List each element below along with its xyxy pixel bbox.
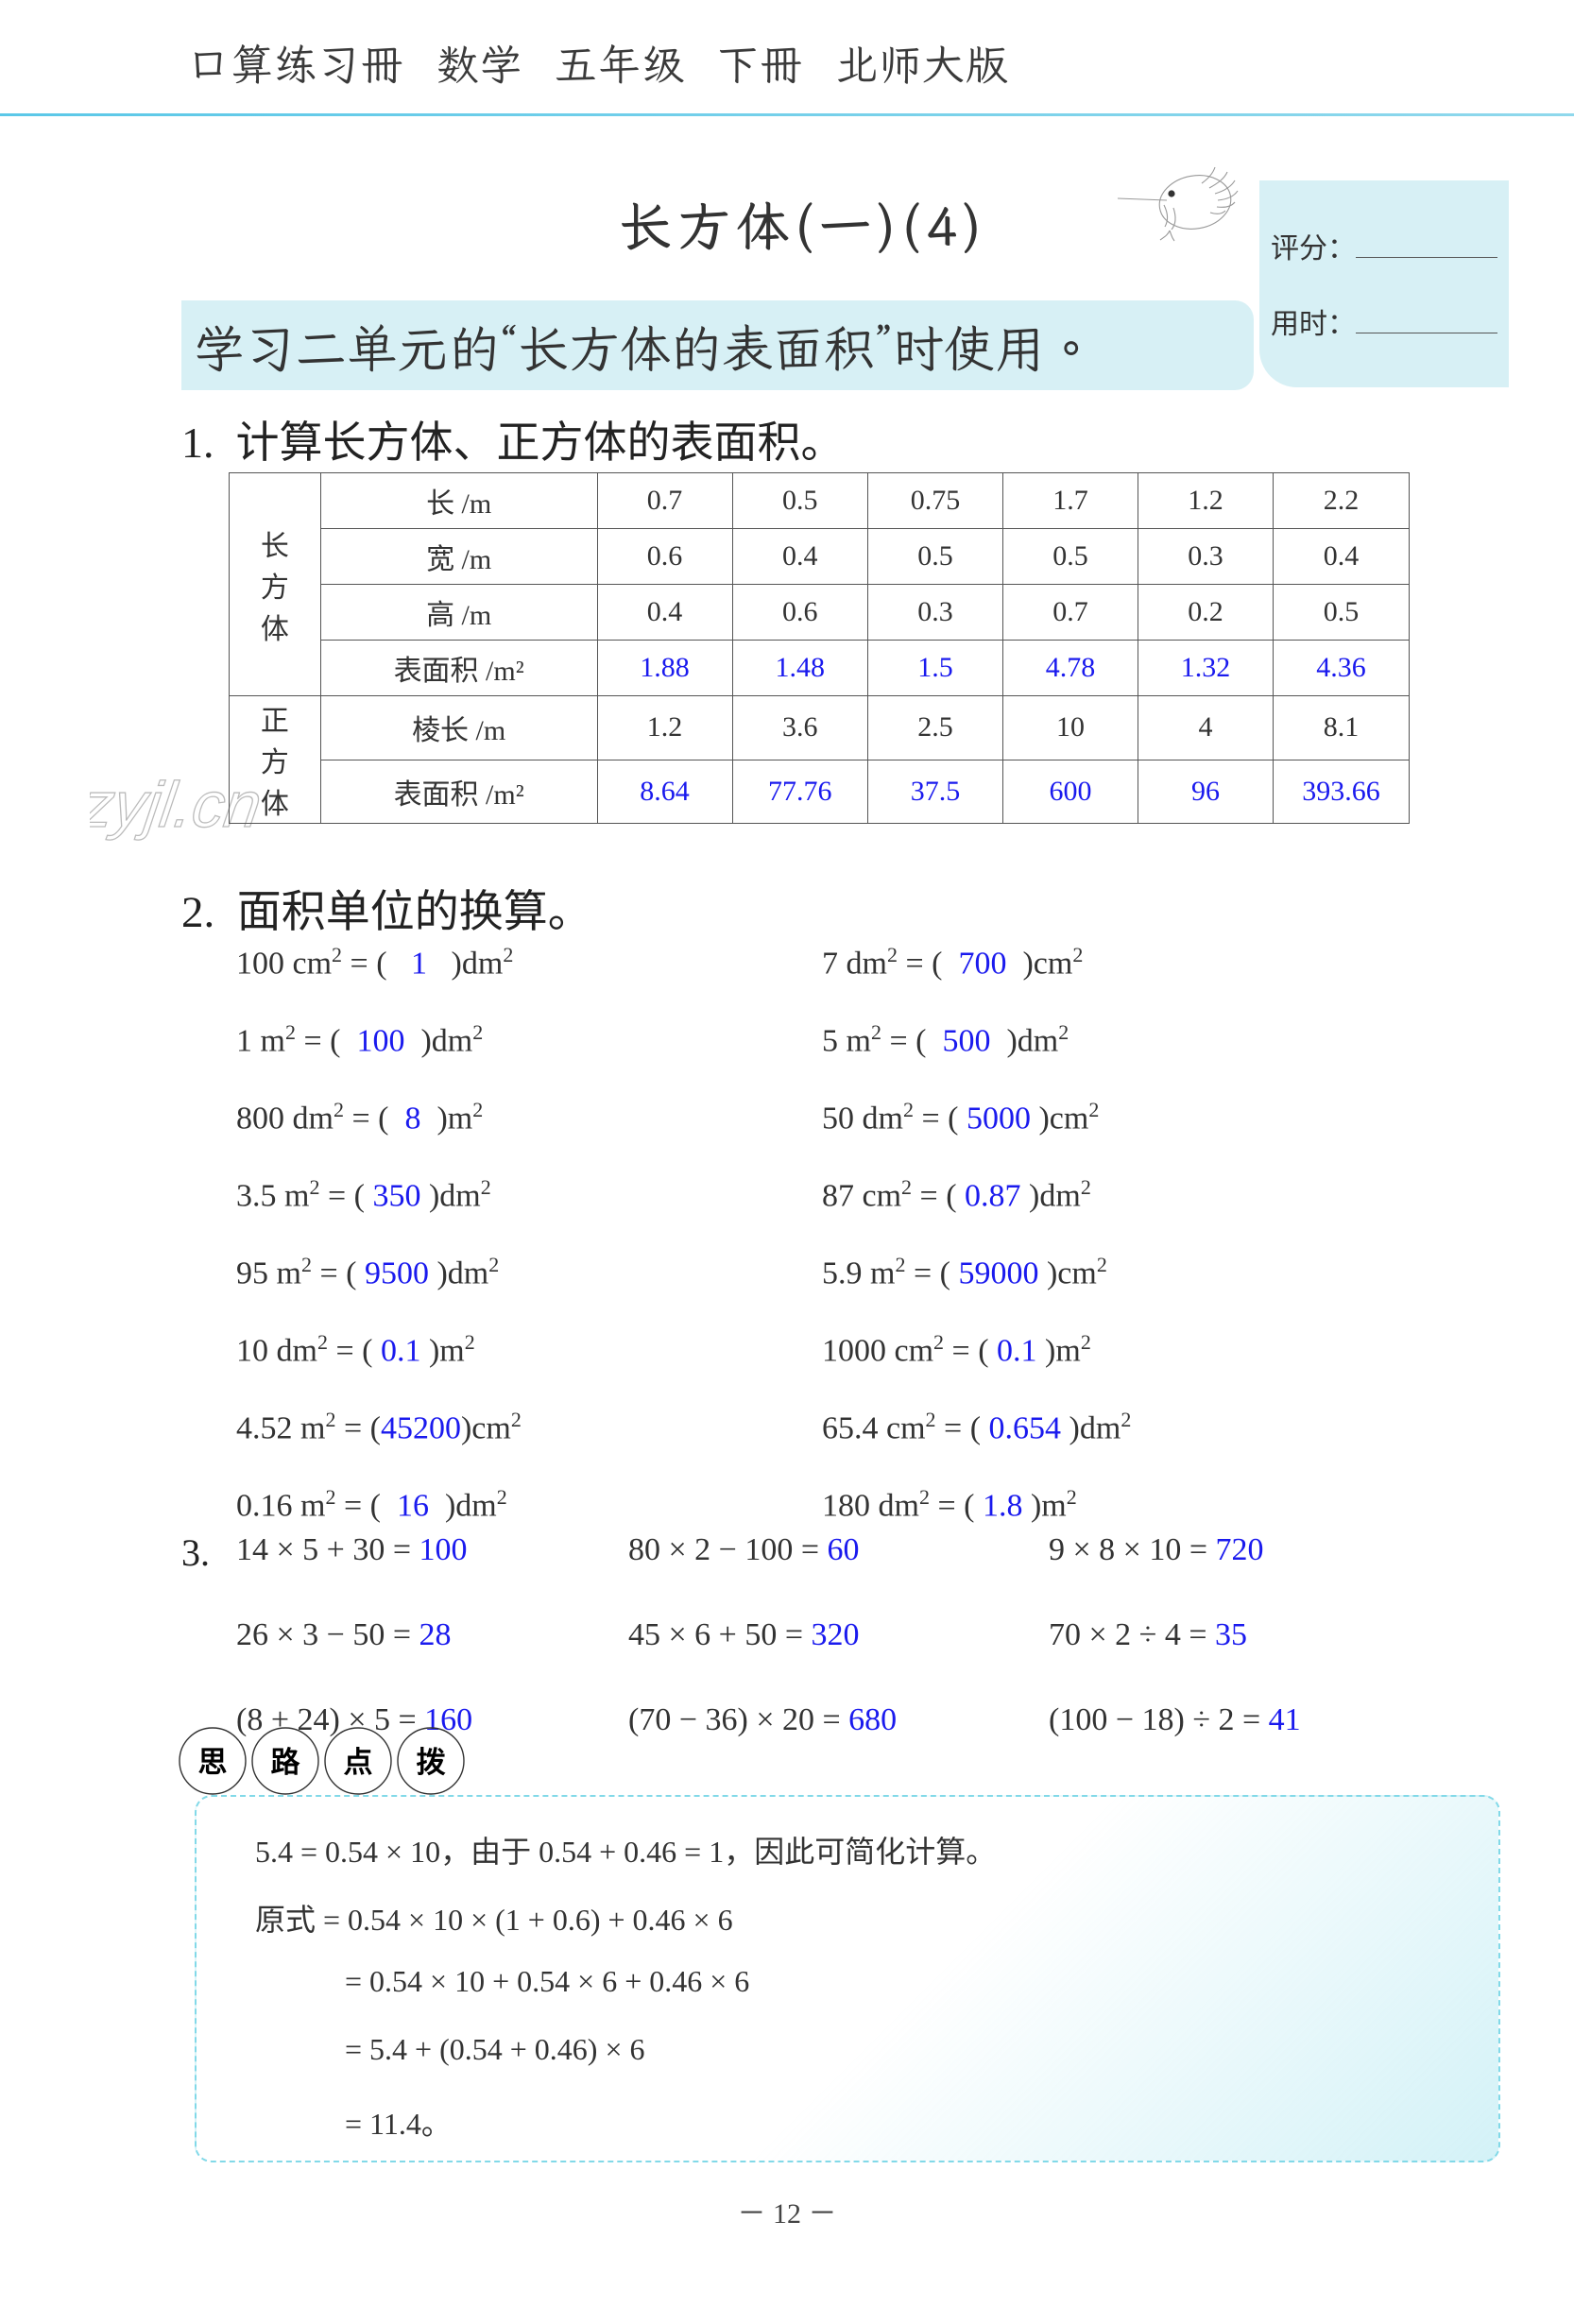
svg-text:路: 路 xyxy=(271,1746,301,1779)
svg-text:点: 点 xyxy=(344,1746,373,1779)
svg-text:拨: 拨 xyxy=(417,1746,447,1779)
svg-text:思: 思 xyxy=(198,1746,228,1779)
